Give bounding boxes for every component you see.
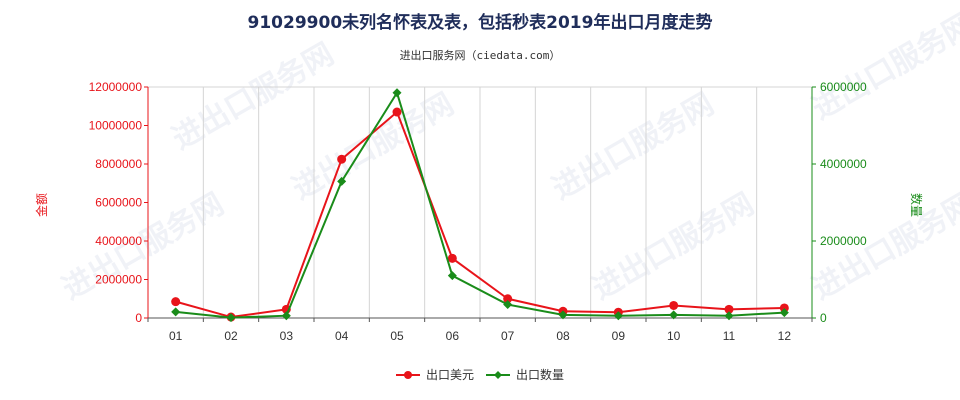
series-point-1 xyxy=(724,304,734,314)
series-point-1 xyxy=(669,300,679,310)
left-tick-label: 4000000 xyxy=(95,234,142,248)
watermark-text: 进出口服务网 xyxy=(57,187,230,307)
series-point-2 xyxy=(281,311,291,321)
right-tick-label: 4000000 xyxy=(820,157,867,171)
x-tick-label: 10 xyxy=(667,329,681,343)
series-point-1 xyxy=(337,154,347,164)
series-point-1 xyxy=(447,253,457,263)
x-tick-label: 01 xyxy=(169,329,183,343)
series-point-2 xyxy=(392,88,402,98)
legend-marker-1 xyxy=(404,371,412,379)
grid-lines xyxy=(147,86,813,318)
series-line-1 xyxy=(175,110,785,319)
series-point-2 xyxy=(669,310,679,320)
left-tick-label: 8000000 xyxy=(95,157,142,171)
x-tick-label: 08 xyxy=(556,329,570,343)
x-tick-label: 09 xyxy=(612,329,626,343)
x-tick-label: 07 xyxy=(501,329,515,343)
left-tick-label: 6000000 xyxy=(95,196,142,210)
right-tick-label: 2000000 xyxy=(820,234,867,248)
left-tick-label: 0 xyxy=(135,311,142,325)
watermark-text: 进出口服务网 xyxy=(287,87,460,207)
x-tick-label: 04 xyxy=(335,329,349,343)
x-tick-label: 05 xyxy=(390,329,404,343)
legend: 出口美元 出口数量 xyxy=(396,367,564,382)
right-tick-label: 6000000 xyxy=(820,80,867,94)
legend-label-2: 出口数量 xyxy=(516,367,564,382)
series-point-2 xyxy=(226,313,236,323)
legend-marker-2 xyxy=(494,371,502,379)
legend-label-1: 出口美元 xyxy=(426,368,474,382)
series-point-2 xyxy=(337,176,347,186)
watermark-text: 进出口服务网 xyxy=(587,187,760,307)
x-tick-label: 12 xyxy=(778,329,792,343)
left-axis-title: 金额 xyxy=(34,193,49,217)
series-layer xyxy=(171,88,789,323)
series-point-1 xyxy=(779,303,789,313)
chart-title: 91029900未列名怀表及表，包括秒表2019年出口月度走势 xyxy=(247,13,713,33)
series-line-2 xyxy=(175,90,785,319)
chart-subtitle: 进出口服务网（ciedata.com） xyxy=(399,49,561,62)
series-point-1 xyxy=(392,107,402,117)
series-point-2 xyxy=(724,311,734,321)
x-tick-label: 02 xyxy=(224,329,238,343)
watermark-text: 进出口服务网 xyxy=(547,87,720,207)
series-point-2 xyxy=(447,271,457,281)
left-tick-label: 12000000 xyxy=(89,80,143,94)
x-tick-label: 03 xyxy=(280,329,294,343)
x-tick-label: 06 xyxy=(446,329,460,343)
series-point-2 xyxy=(558,310,568,320)
right-tick-label: 0 xyxy=(820,311,827,325)
series-point-2 xyxy=(503,300,513,310)
series-point-2 xyxy=(171,307,181,317)
series-point-1 xyxy=(171,297,181,307)
right-axis-title: 数量 xyxy=(909,193,924,217)
left-tick-label: 2000000 xyxy=(95,273,142,287)
series-point-1 xyxy=(503,294,513,304)
x-tick-label: 11 xyxy=(723,329,736,343)
left-tick-label: 10000000 xyxy=(89,119,143,133)
series-point-2 xyxy=(613,311,623,321)
axes: 0200000040000006000000800000010000000120… xyxy=(34,80,924,343)
series-point-2 xyxy=(779,308,789,318)
